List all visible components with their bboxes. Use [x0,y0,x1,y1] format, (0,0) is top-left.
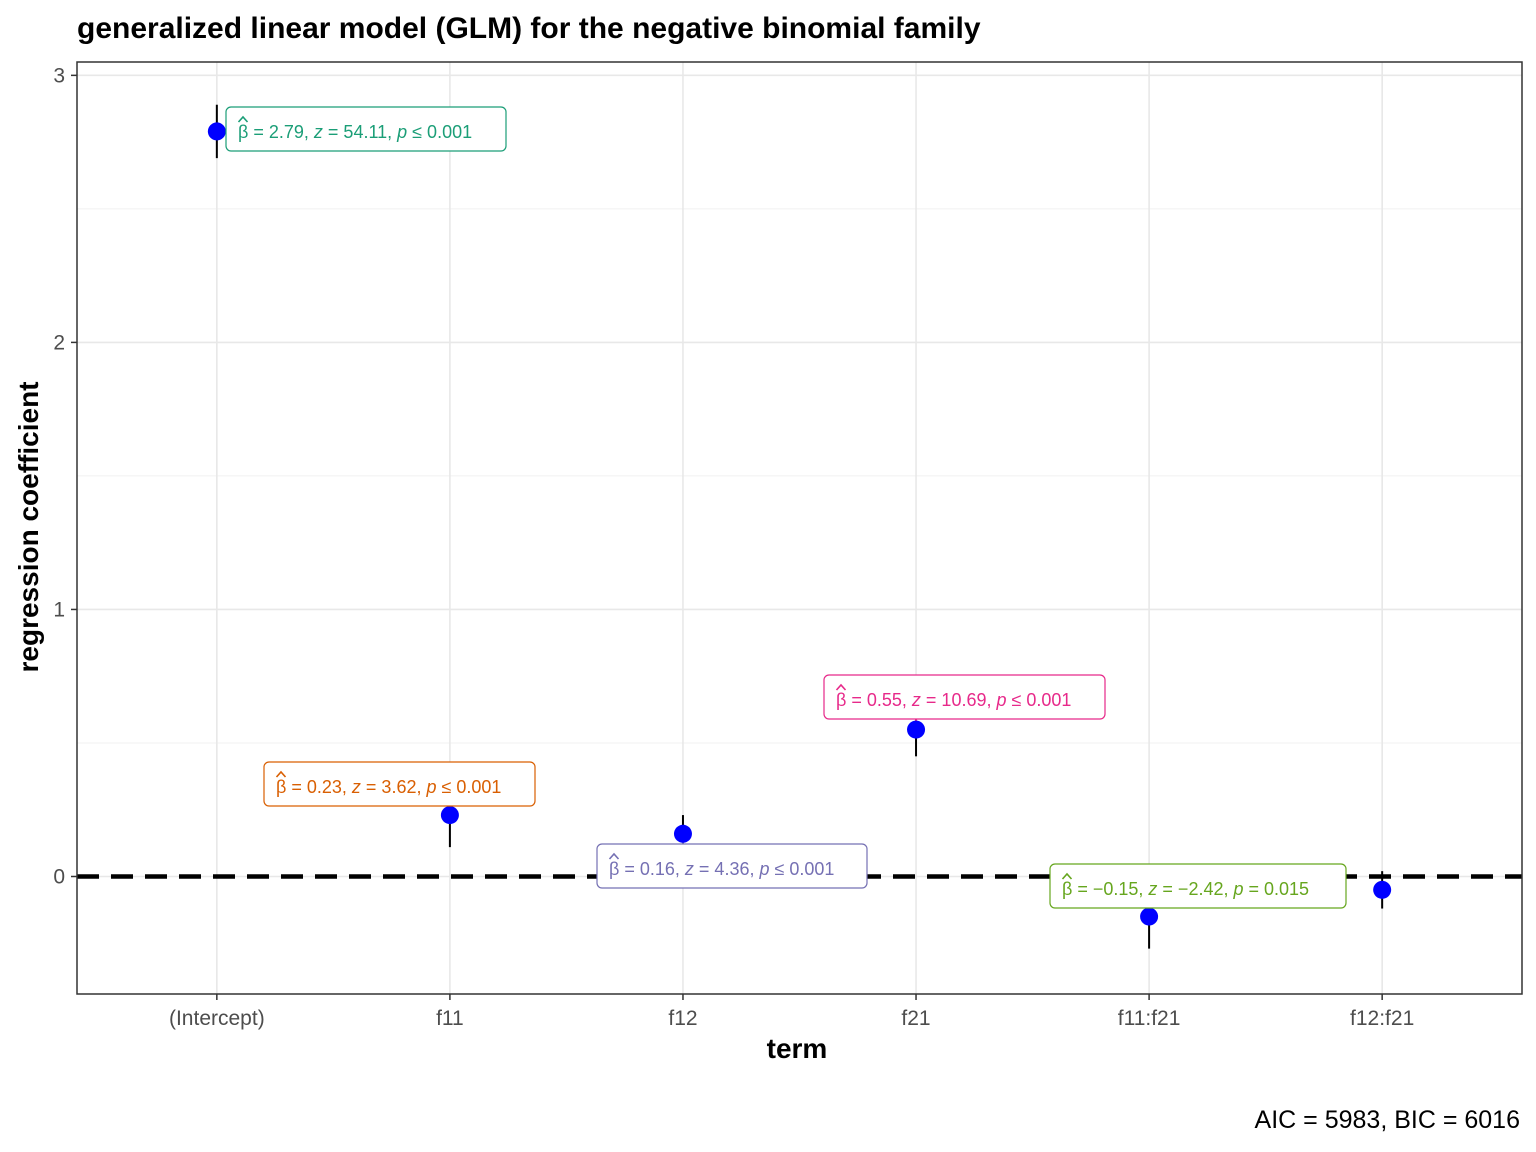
plot-border [76,61,1523,995]
caption: AIC = 5983, BIC = 6016 [1255,1106,1520,1134]
x-axis-title: term [767,1033,828,1064]
estimate-label: β = 0.23, z = 3.62, p ≤ 0.001 [263,761,536,807]
label-box [596,843,868,889]
x-tick-label: f12 [668,1007,697,1030]
label-text: β = 0.16, z = 4.36, p ≤ 0.001 [609,859,834,879]
y-tick-label: 0 [53,865,65,888]
x-tick-label: (Intercept) [169,1007,265,1030]
data-point [1373,880,1392,899]
estimate-labels: β = 2.79, z = 54.11, p ≤ 0.001 β = 0.23, … [225,106,1347,909]
label-text: β = 0.55, z = 10.69, p ≤ 0.001 [836,690,1071,710]
beta-hat-mark [275,770,287,778]
y-tick-label: 3 [53,64,65,87]
y-axis-title: regression coefficient [13,382,44,673]
chart-title: generalized linear model (GLM) for the n… [77,12,981,45]
label-box [823,674,1106,720]
y-axis: 0 1 2 3 [53,64,77,888]
beta-hat-mark [608,852,620,860]
y-tick-label: 2 [53,331,65,354]
x-tick-label: f12:f21 [1350,1007,1414,1030]
estimate-label: β = 2.79, z = 54.11, p ≤ 0.001 [225,106,507,152]
label-text: β = −0.15, z = −2.42, p = 0.015 [1062,879,1309,899]
data-point [1140,907,1159,926]
x-tick-label: f11 [436,1007,464,1030]
beta-hat-mark [835,683,847,691]
label-text: β = 2.79, z = 54.11, p ≤ 0.001 [238,122,472,142]
estimate-label: β = 0.55, z = 10.69, p ≤ 0.001 [823,674,1106,720]
data-point [207,122,226,141]
estimate-label: β = −0.15, z = −2.42, p = 0.015 [1049,863,1347,909]
x-tick-label: f11:f21 [1118,1007,1181,1030]
label-box [1049,863,1347,909]
label-box [225,106,507,152]
x-axis: (Intercept) f11 f12 f21 f11:f21 f12:f21 [169,994,1414,1030]
data-point [440,806,459,825]
estimate-label: β = 0.16, z = 4.36, p ≤ 0.001 [596,843,868,889]
points [207,122,1392,926]
y-tick-label: 1 [53,598,65,621]
plot-background [77,62,1522,994]
x-tick-label: f21 [901,1007,930,1030]
data-point [673,824,692,843]
beta-hat-mark [237,115,249,123]
label-box [263,761,536,807]
data-point [907,720,926,739]
beta-hat-mark [1061,872,1073,880]
label-text: β = 0.23, z = 3.62, p ≤ 0.001 [276,777,501,797]
